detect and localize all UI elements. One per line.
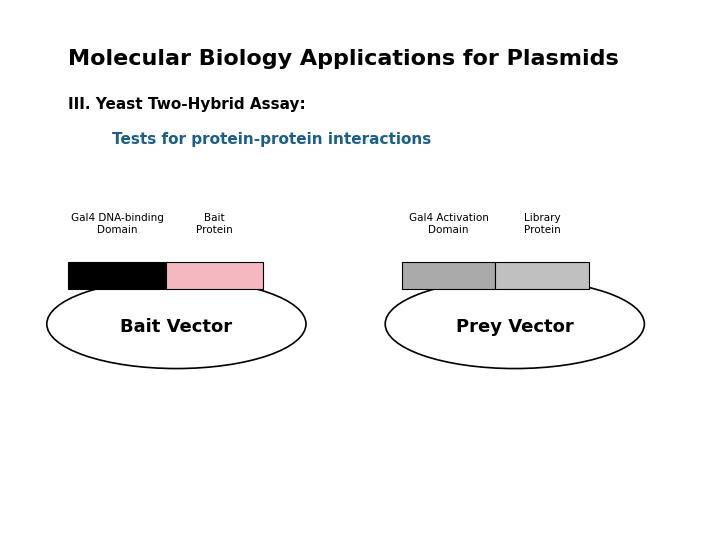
Text: Bait Vector: Bait Vector bbox=[120, 318, 233, 336]
Text: Tests for protein-protein interactions: Tests for protein-protein interactions bbox=[112, 132, 431, 147]
FancyBboxPatch shape bbox=[68, 262, 166, 289]
Text: III. Yeast Two-Hybrid Assay:: III. Yeast Two-Hybrid Assay: bbox=[68, 97, 306, 112]
FancyBboxPatch shape bbox=[495, 262, 589, 289]
Text: Molecular Biology Applications for Plasmids: Molecular Biology Applications for Plasm… bbox=[68, 49, 619, 69]
Text: Bait
Protein: Bait Protein bbox=[196, 213, 233, 235]
FancyBboxPatch shape bbox=[166, 262, 263, 289]
FancyBboxPatch shape bbox=[402, 262, 495, 289]
Text: Gal4 DNA-binding
Domain: Gal4 DNA-binding Domain bbox=[71, 213, 163, 235]
Text: Prey Vector: Prey Vector bbox=[456, 318, 574, 336]
Text: Library
Protein: Library Protein bbox=[523, 213, 561, 235]
Text: Gal4 Activation
Domain: Gal4 Activation Domain bbox=[409, 213, 488, 235]
